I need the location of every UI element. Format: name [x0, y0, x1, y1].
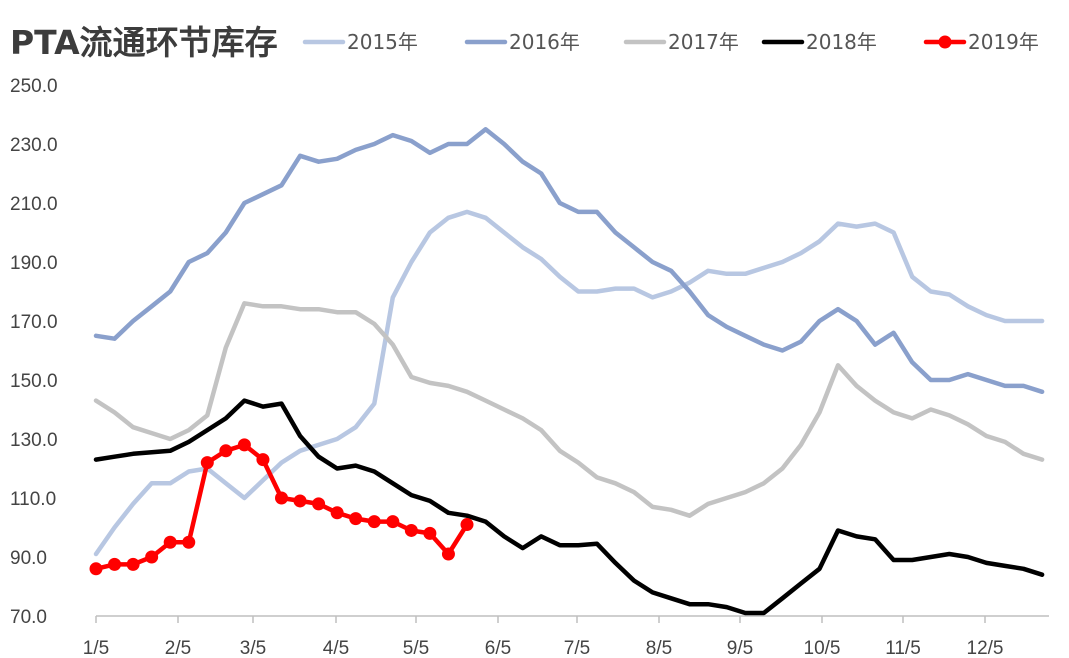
data-point — [182, 535, 196, 549]
x-tick-label: 2/5 — [165, 638, 191, 658]
data-point — [460, 518, 474, 532]
y-tick-label: 250.0 — [10, 76, 58, 97]
x-axis: 1/5 2/5 3/5 4/5 5/5 6/5 7/5 8/5 9/5 10/5 11/5 12/5 — [83, 615, 1049, 658]
plot-area — [89, 127, 1045, 616]
x-tick-label: 9/5 — [727, 638, 753, 658]
data-point — [423, 526, 437, 540]
series-line-2018年 — [93, 398, 1045, 616]
data-point — [404, 523, 418, 537]
y-tick-label: 190.0 — [10, 253, 58, 274]
data-point — [330, 506, 344, 520]
data-point — [108, 557, 122, 571]
x-tick-label: 7/5 — [564, 638, 590, 658]
data-point — [219, 444, 233, 458]
y-tick-label: 110.0 — [10, 489, 56, 510]
y-tick-label: 90.0 — [10, 548, 47, 569]
x-tick-label: 11/5 — [885, 638, 921, 658]
x-tick-label: 10/5 — [804, 638, 841, 658]
data-point — [126, 557, 140, 571]
data-point — [275, 491, 288, 505]
data-point — [312, 497, 326, 511]
data-point — [145, 550, 159, 564]
x-tick-label: 6/5 — [485, 638, 511, 658]
y-axis: 250.0 230.0 210.0 190.0 170.0 150.0 130.0 110.0… — [10, 76, 58, 628]
y-tick-label: 210.0 — [10, 194, 58, 215]
data-point — [256, 453, 270, 467]
data-point — [163, 535, 177, 549]
data-point — [89, 562, 103, 576]
data-point — [349, 512, 363, 526]
y-tick-label: 70.0 — [10, 607, 47, 628]
x-tick-label: 12/5 — [967, 638, 1004, 658]
legend-label: 2018年 — [806, 30, 877, 54]
x-tick-label: 5/5 — [403, 638, 429, 658]
data-point — [367, 515, 381, 529]
y-tick-label: 150.0 — [10, 371, 58, 392]
series-line-2015年 — [93, 209, 1045, 557]
legend-marker — [938, 35, 952, 49]
y-tick-label: 130.0 — [10, 430, 58, 451]
chart-title: PTA流通环节库存 — [10, 23, 278, 62]
y-tick-label: 230.0 — [10, 135, 58, 156]
x-tick-label: 3/5 — [240, 638, 266, 658]
x-tick-label: 1/5 — [83, 638, 109, 658]
x-tick-label: 8/5 — [646, 638, 672, 658]
data-point — [441, 547, 455, 561]
data-point — [200, 456, 214, 470]
x-tick-label: 4/5 — [323, 638, 349, 658]
y-tick-label: 170.0 — [10, 312, 58, 333]
series-line-2017年 — [93, 301, 1045, 518]
legend-label: 2019年 — [968, 30, 1039, 54]
legend-label: 2016年 — [509, 30, 580, 54]
data-point — [237, 438, 251, 452]
legend-label: 2015年 — [347, 30, 418, 54]
data-point — [293, 494, 307, 508]
legend: 2015年 2016年 2017年 2018年 2019年 — [302, 30, 1039, 54]
legend-label: 2017年 — [668, 30, 739, 54]
data-point — [386, 515, 400, 529]
series-line-2016年 — [93, 127, 1045, 395]
